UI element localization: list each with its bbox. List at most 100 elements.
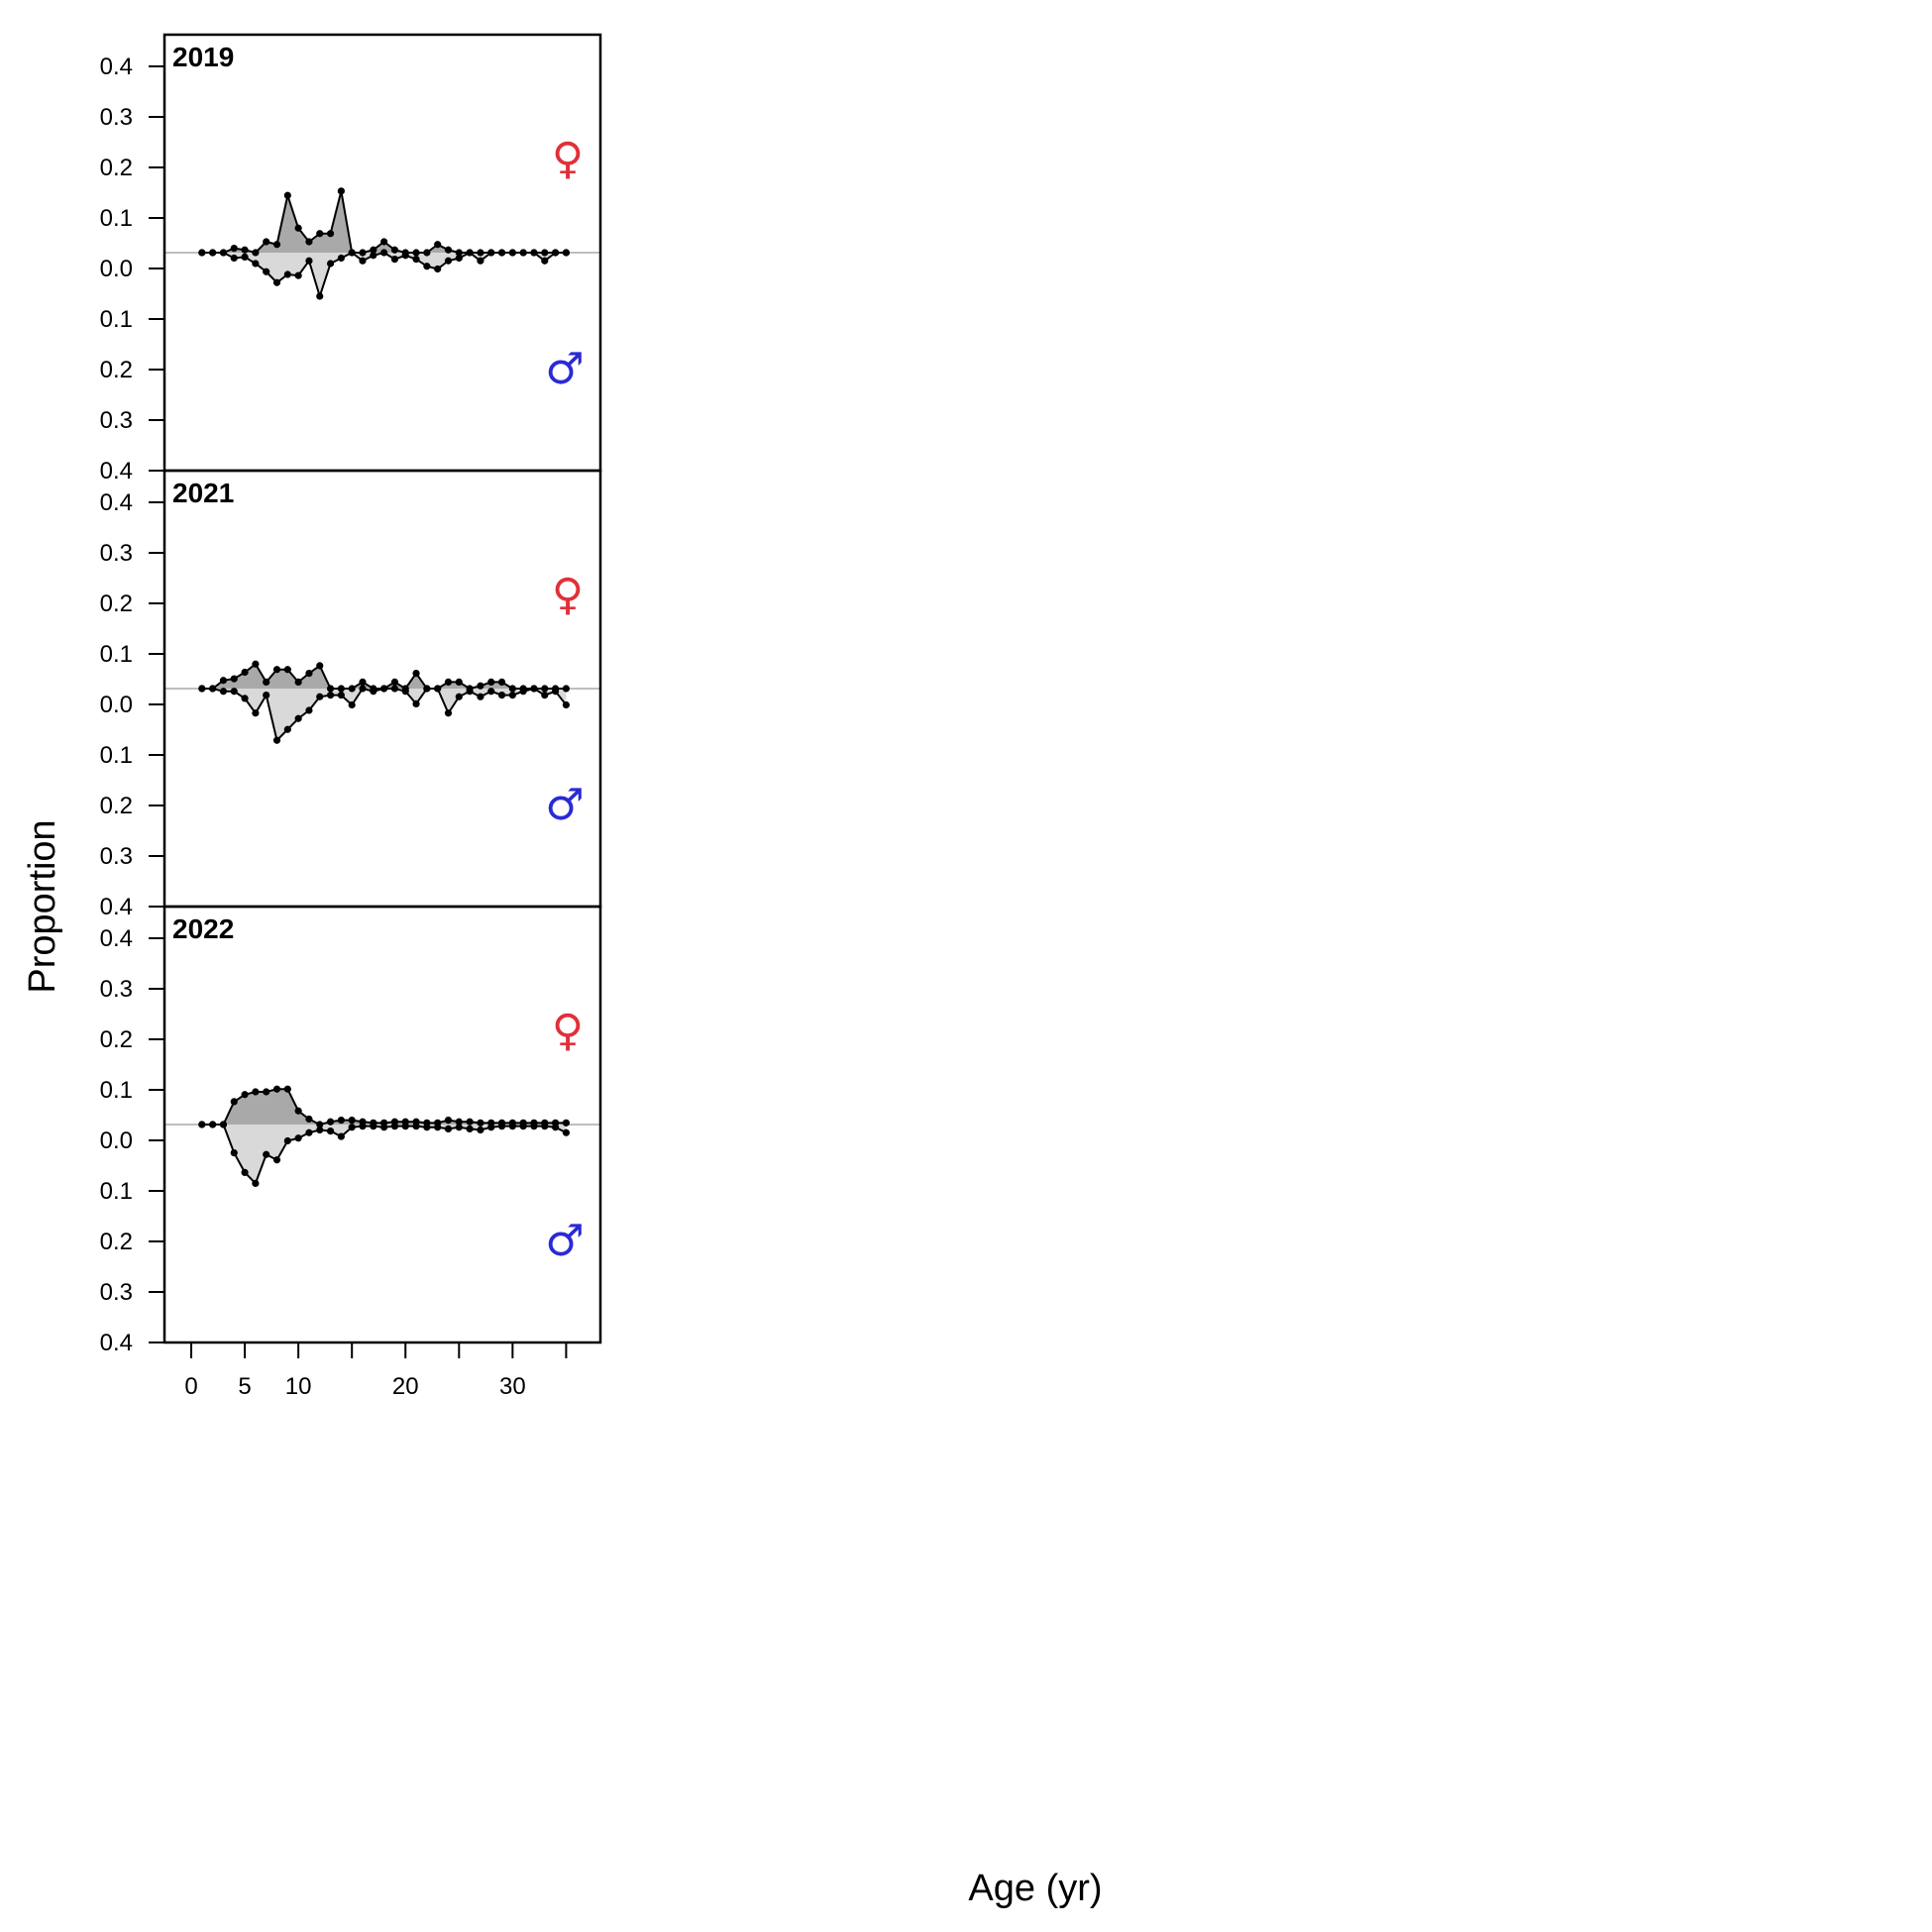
- male-point: [455, 693, 463, 700]
- male-symbol-icon: ♂: [545, 1216, 584, 1266]
- male-point: [508, 249, 516, 257]
- male-point: [380, 685, 388, 693]
- male-area: [201, 689, 567, 741]
- male-point: [348, 700, 356, 709]
- male-point: [209, 249, 217, 257]
- y-tick-label: 0.4: [100, 489, 133, 516]
- y-tick-label: 0.3: [100, 976, 133, 1003]
- female-point: [294, 1107, 302, 1115]
- female-point: [241, 1091, 249, 1099]
- male-point: [562, 249, 571, 257]
- female-point: [241, 246, 249, 254]
- male-point: [541, 692, 549, 699]
- y-tick-label: 0.0: [100, 692, 133, 718]
- female-point: [294, 678, 302, 687]
- female-point: [444, 1117, 453, 1125]
- male-point: [497, 249, 506, 257]
- female-point: [316, 230, 324, 238]
- female-point: [541, 249, 549, 257]
- female-point: [412, 249, 420, 257]
- y-tick-label: 0.1: [100, 641, 133, 668]
- female-point: [455, 678, 463, 687]
- female-point: [359, 249, 367, 257]
- male-point: [497, 692, 506, 699]
- female-point: [337, 685, 345, 693]
- male-area: [201, 1125, 567, 1184]
- male-point: [466, 1125, 474, 1132]
- female-point: [466, 1118, 474, 1126]
- male-symbol-icon: ♂: [545, 344, 584, 394]
- male-point: [551, 1124, 560, 1131]
- male-point: [508, 692, 516, 699]
- male-point: [508, 1123, 516, 1130]
- male-point: [370, 688, 377, 696]
- male-point: [252, 709, 260, 717]
- male-point: [263, 1150, 270, 1158]
- female-point: [263, 1088, 270, 1096]
- female-point: [219, 677, 228, 685]
- female-point: [230, 1098, 238, 1106]
- y-tick-label: 0.2: [100, 793, 133, 819]
- female-point: [562, 685, 571, 693]
- y-tick-label: 0.1: [100, 306, 133, 333]
- y-tick-label: 0.2: [100, 1229, 133, 1255]
- female-point: [272, 1085, 281, 1093]
- male-point: [294, 271, 302, 279]
- y-tick-label: 0.4: [100, 1330, 133, 1356]
- panel-2019: 0.4 0.3 0.2 0.1 0.0 0.1 0.2 0.3 0.4 2019 ♀ ♂: [100, 33, 602, 484]
- male-point: [530, 685, 538, 693]
- female-point: [252, 1088, 260, 1096]
- female-point: [337, 187, 345, 195]
- female-point: [326, 685, 335, 693]
- male-point: [283, 1136, 291, 1145]
- y-tick-label: 0.2: [100, 590, 133, 617]
- female-point: [444, 678, 453, 687]
- male-point: [337, 254, 345, 263]
- y-tick-label: 0.4: [100, 54, 133, 80]
- male-symbol-icon: ♂: [545, 780, 584, 830]
- female-point: [230, 675, 238, 683]
- y-tick-label: 0.4: [100, 458, 133, 484]
- female-point: [283, 666, 291, 674]
- panel-2022: 0.4 0.3 0.2 0.1 0.0 0.1 0.2 0.3 0.4 2022 ♀ ♂: [100, 905, 602, 1356]
- male-point: [272, 1156, 281, 1164]
- male-point: [359, 685, 367, 693]
- female-point: [508, 685, 516, 693]
- male-point: [390, 256, 399, 264]
- female-point: [252, 660, 260, 668]
- panel-2021: 0.4 0.3 0.2 0.1 0.0 0.1 0.2 0.3 0.4 2021 ♀ ♂: [100, 469, 602, 920]
- female-point: [348, 1117, 356, 1125]
- male-point: [326, 1127, 335, 1135]
- male-point: [401, 1123, 409, 1130]
- male-point: [487, 249, 495, 257]
- female-point: [283, 191, 291, 199]
- male-point: [551, 688, 560, 696]
- panels-layer: 0.40.30.20.10.00.10.20.30.42019♀♂0.40.30…: [100, 33, 602, 1356]
- male-point: [541, 257, 549, 265]
- male-point: [283, 270, 291, 278]
- male-point: [263, 268, 270, 275]
- x-tick-label: 0: [184, 1373, 197, 1400]
- female-point: [241, 668, 249, 677]
- male-point: [198, 249, 206, 257]
- female-point: [390, 246, 399, 254]
- male-point: [272, 278, 281, 286]
- male-point: [562, 1128, 571, 1136]
- female-point: [412, 670, 420, 678]
- male-point: [219, 1121, 228, 1128]
- y-tick-label: 0.3: [100, 407, 133, 434]
- male-point: [541, 1123, 549, 1130]
- y-tick-label: 0.1: [100, 742, 133, 769]
- male-point: [477, 1126, 484, 1134]
- female-point: [316, 662, 324, 670]
- male-point: [477, 693, 484, 700]
- female-point: [477, 1119, 484, 1127]
- male-point: [294, 714, 302, 722]
- male-point: [305, 1128, 313, 1136]
- male-point: [466, 688, 474, 696]
- male-point: [444, 1125, 453, 1132]
- female-point: [294, 224, 302, 232]
- male-point: [241, 253, 249, 261]
- female-point: [359, 678, 367, 687]
- male-point: [230, 254, 238, 263]
